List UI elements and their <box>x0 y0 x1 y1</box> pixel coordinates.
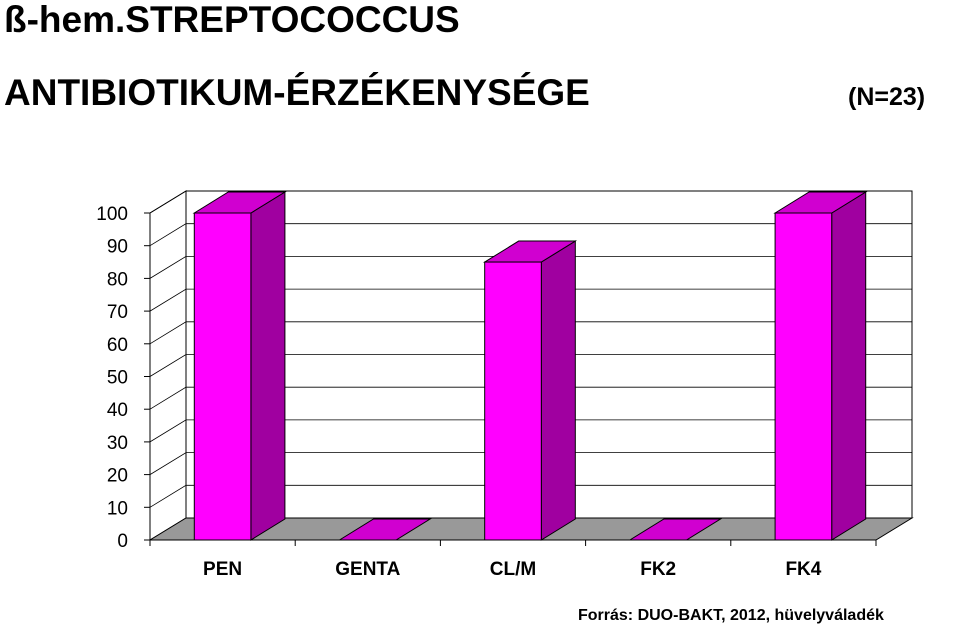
chart-title: ß-hem.STREPTOCOCCUS <box>4 0 460 40</box>
y-tick-label: 0 <box>117 531 128 552</box>
bar-side <box>831 191 867 541</box>
y-tick-label: 30 <box>107 433 128 454</box>
grid-line <box>149 484 912 508</box>
grid-line <box>149 354 912 377</box>
x-tick-label: PEN <box>203 559 242 580</box>
grid-line <box>149 223 912 247</box>
bar-side <box>250 191 286 541</box>
y-tick-label: 50 <box>107 368 128 389</box>
y-tick-label: 20 <box>107 466 128 487</box>
x-tick-label: FK4 <box>785 559 821 580</box>
y-tick-label: 40 <box>107 400 128 421</box>
source-note: Forrás: DUO-BAKT, 2012, hüvelyváladék <box>578 607 884 624</box>
grid-line <box>149 255 912 279</box>
grid-line <box>149 386 912 410</box>
y-tick-label: 60 <box>107 335 128 356</box>
bar <box>193 212 252 541</box>
grid-line <box>149 452 912 475</box>
y-tick-label: 90 <box>107 237 128 258</box>
bar <box>337 518 432 541</box>
y-tick-label: 100 <box>96 204 128 225</box>
y-tick-label: 10 <box>107 498 128 519</box>
x-tick-label: FK2 <box>640 559 676 580</box>
y-tick-label: 80 <box>107 269 128 290</box>
bar-side <box>540 240 576 541</box>
y-tick-label: 70 <box>107 302 128 323</box>
chart-title: ANTIBIOTIKUM-ÉRZÉKENYSÉGE <box>4 72 590 113</box>
grid-line <box>149 190 912 214</box>
grid-line <box>149 321 912 345</box>
grid-line <box>149 288 912 312</box>
bar <box>628 518 723 541</box>
bar <box>484 261 542 541</box>
bar <box>774 212 833 541</box>
x-tick-label: CL/M <box>490 559 536 580</box>
chart-subtitle: (N=23) <box>848 83 925 111</box>
grid-line <box>149 419 912 443</box>
x-tick-label: GENTA <box>335 559 400 580</box>
